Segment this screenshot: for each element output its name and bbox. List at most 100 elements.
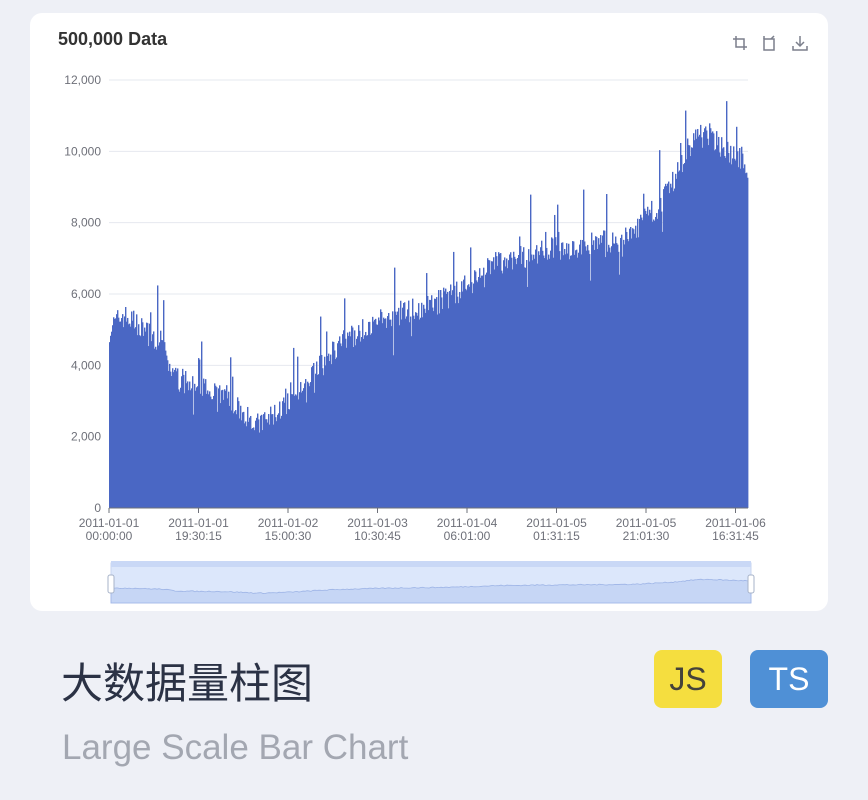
chart-card[interactable]: 0 2,000 4,000 6,000 8,000 10,000 12,000 2011-01… (30, 13, 828, 611)
bar (251, 428, 253, 508)
bar (283, 397, 285, 508)
bar (533, 254, 535, 508)
bar (196, 387, 198, 508)
bar (242, 412, 244, 508)
bar (700, 124, 702, 509)
example-title-cn[interactable]: 大数据量柱图 (61, 659, 314, 708)
bar (141, 318, 143, 508)
bar (671, 187, 673, 508)
bar (732, 158, 734, 508)
bar (286, 414, 288, 508)
bar (223, 399, 225, 508)
bar (321, 355, 323, 508)
bar (586, 250, 588, 508)
bar (136, 314, 138, 508)
bar (192, 376, 194, 508)
bar (451, 295, 453, 508)
bar (318, 374, 320, 508)
bar (703, 132, 705, 508)
bar (354, 330, 356, 508)
bar (526, 260, 528, 508)
y-tick-label: 2,000 (71, 430, 101, 444)
bar (254, 430, 256, 508)
js-badge[interactable]: JS (654, 650, 722, 708)
bar (163, 300, 165, 508)
bar (713, 133, 715, 508)
bar (128, 324, 130, 508)
bar (436, 297, 438, 508)
bar (696, 138, 698, 508)
bar (272, 414, 274, 508)
bar (662, 231, 664, 508)
bar (588, 250, 590, 509)
x-tick-label: 2011-01-03 10:30:45 (347, 516, 408, 543)
bar (548, 254, 550, 508)
bar (210, 396, 212, 508)
bar (702, 147, 704, 508)
bar (185, 371, 187, 508)
bar (678, 171, 680, 508)
bar (158, 345, 160, 508)
bar (174, 369, 176, 508)
bar (689, 145, 691, 509)
bar (471, 282, 473, 508)
bar (360, 341, 362, 508)
bar (299, 392, 301, 508)
bar (551, 237, 553, 508)
bar (524, 267, 526, 508)
bar (731, 164, 733, 509)
datazoom-slider[interactable] (107, 561, 755, 604)
datazoom-move-handle[interactable] (111, 561, 751, 567)
bar (578, 252, 580, 508)
y-tick-label: 4,000 (71, 358, 101, 372)
bar (515, 258, 517, 508)
datazoom-handle[interactable] (107, 574, 115, 594)
bar (271, 414, 273, 508)
bar (224, 389, 226, 508)
bar (304, 383, 306, 508)
bar (310, 382, 312, 508)
bar (172, 368, 174, 508)
bar (730, 145, 732, 508)
ts-badge[interactable]: TS (750, 650, 828, 708)
bar (453, 251, 455, 508)
bar (274, 404, 276, 508)
bar (511, 257, 513, 508)
bar (232, 376, 234, 508)
bar (554, 214, 556, 508)
bar (659, 150, 661, 508)
zoom-reset-icon[interactable] (760, 33, 780, 53)
bar (670, 183, 672, 508)
bar (229, 405, 231, 508)
bar (535, 249, 537, 508)
bar (687, 138, 689, 508)
bar (442, 308, 444, 508)
bar (501, 270, 503, 508)
bar (335, 359, 337, 508)
bar (537, 263, 539, 508)
bar (161, 340, 163, 508)
x-tick-label: 2011-01-06 16:31:45 (705, 516, 766, 543)
bar (143, 335, 145, 508)
bar (422, 317, 424, 508)
bar (618, 251, 620, 508)
bar (314, 392, 316, 508)
bar (325, 365, 327, 508)
bar (301, 392, 303, 508)
bar (729, 162, 731, 509)
bar (686, 159, 688, 509)
bar (114, 318, 116, 508)
bar (369, 321, 371, 508)
bar (259, 432, 261, 508)
bar (707, 138, 709, 508)
bar (604, 230, 606, 508)
zoom-icon[interactable] (730, 33, 750, 53)
bar (178, 389, 180, 508)
download-icon[interactable] (790, 33, 810, 53)
datazoom-handle[interactable] (747, 574, 755, 594)
bar (139, 335, 141, 508)
bar (507, 268, 509, 508)
bar (668, 181, 670, 508)
bar (558, 231, 560, 508)
bar (423, 304, 425, 508)
